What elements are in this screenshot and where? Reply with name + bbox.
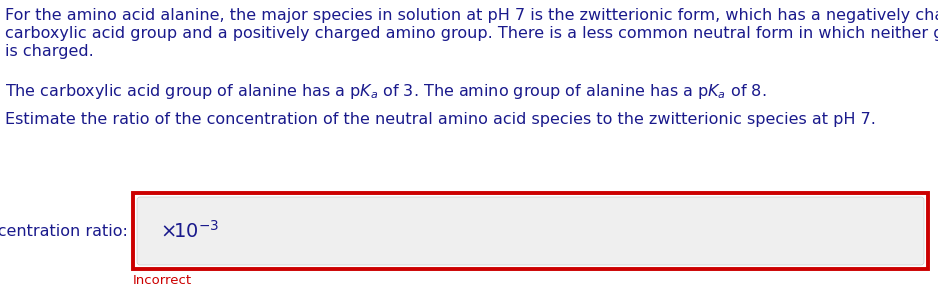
Text: Incorrect: Incorrect <box>133 274 192 287</box>
Text: $\times\!10^{-3}$: $\times\!10^{-3}$ <box>160 220 219 242</box>
Text: For the amino acid alanine, the major species in solution at pH 7 is the zwitter: For the amino acid alanine, the major sp… <box>5 8 938 23</box>
FancyBboxPatch shape <box>133 193 928 269</box>
Text: is charged.: is charged. <box>5 44 94 59</box>
Text: carboxylic acid group and a positively charged amino group. There is a less comm: carboxylic acid group and a positively c… <box>5 26 938 41</box>
FancyBboxPatch shape <box>137 197 924 265</box>
Text: concentration ratio:: concentration ratio: <box>0 224 128 238</box>
Text: Estimate the ratio of the concentration of the neutral amino acid species to the: Estimate the ratio of the concentration … <box>5 112 876 127</box>
Text: The carboxylic acid group of alanine has a p$K_a$ of 3. The amino group of alani: The carboxylic acid group of alanine has… <box>5 82 766 101</box>
